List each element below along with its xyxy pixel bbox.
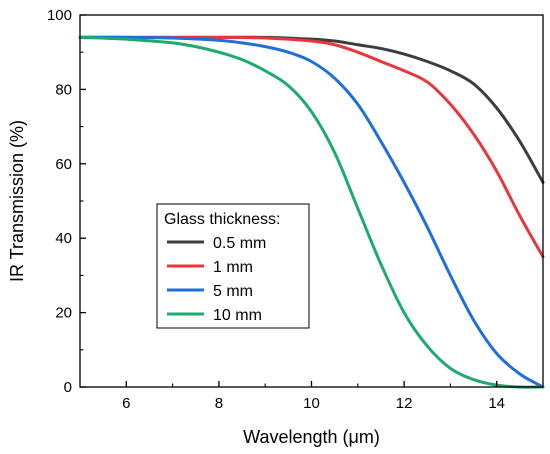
x-axis-title: Wavelength (μm): [243, 427, 380, 447]
x-tick-label: 6: [122, 395, 130, 412]
legend-label: 10 mm: [213, 307, 262, 324]
legend-items: 0.5 mm 1 mm 5 mm 10 mm: [167, 235, 266, 324]
y-tick-label: 60: [55, 156, 72, 173]
y-tick-label: 80: [55, 81, 72, 98]
y-axis-title: IR Transmission (%): [7, 120, 27, 282]
legend: Glass thickness: 0.5 mm 1 mm 5 mm 10 mm: [156, 203, 310, 329]
x-tick-label: 10: [303, 395, 320, 412]
series-line-2: [78, 35, 545, 389]
ticks-layer: 6 8 10 12 14 0 20 40 60 80 100: [47, 7, 505, 412]
legend-label: 1 mm: [213, 259, 253, 276]
legend-label: 5 mm: [213, 283, 253, 300]
plot-frame: [79, 14, 544, 388]
x-tick-label: 14: [488, 395, 505, 412]
legend-label: 0.5 mm: [213, 235, 266, 252]
legend-title: Glass thickness:: [164, 211, 280, 228]
x-tick-label: 12: [396, 395, 413, 412]
y-tick-label: 100: [47, 7, 72, 24]
series-line-1: [78, 35, 545, 259]
legend-box: [156, 203, 310, 329]
y-tick-label: 0: [64, 379, 72, 396]
x-tick-label: 8: [215, 395, 223, 412]
series-layer: [78, 35, 545, 389]
y-tick-label: 40: [55, 230, 72, 247]
series-line-3: [78, 35, 545, 389]
y-tick-label: 20: [55, 305, 72, 322]
